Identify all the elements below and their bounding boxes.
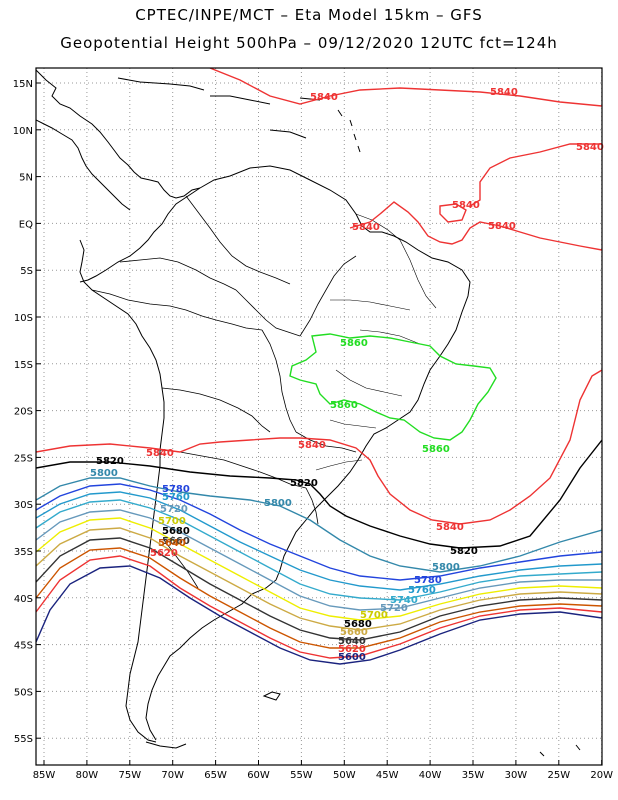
lon-tick-label: 20W [590, 770, 613, 781]
label-5620-ai: 5620 [338, 644, 366, 655]
lat-tick-label: 50S [14, 687, 33, 698]
lon-tick-label: 60W [247, 770, 270, 781]
label-5640-ag: 5640 [338, 636, 366, 647]
contour-5680 [36, 527, 602, 631]
label-5740-w: 5740 [390, 595, 418, 606]
contour-5700 [36, 517, 602, 621]
contours [36, 68, 602, 665]
contour-5840-loop [439, 203, 467, 223]
lon-tick-label: 80W [76, 770, 99, 781]
lat-tick-label: 30S [14, 500, 33, 511]
lat-tick-label: 10S [14, 313, 33, 324]
label-5860-l: 5860 [422, 444, 450, 455]
lon-tick-label: 70W [161, 770, 184, 781]
contour-5760 [36, 491, 602, 591]
contour-5840-ne [469, 143, 602, 207]
label-5720-y: 5720 [380, 603, 408, 614]
label-5800-p: 5800 [90, 468, 118, 479]
label-5820-n: 5820 [290, 478, 318, 489]
label-5780-s: 5780 [162, 484, 190, 495]
lat-tick-label: 25S [14, 453, 33, 464]
label-5840-f: 5840 [488, 221, 516, 232]
label-5840-e: 5840 [352, 222, 380, 233]
lat-tick-label: 35S [14, 547, 33, 558]
contour-5840-eq [349, 201, 602, 251]
lon-tick-label: 25W [547, 770, 570, 781]
lat-tick-label: EQ [19, 219, 33, 230]
contour-labels: 5840 5840 5840 5840 5840 5840 5840 5840 … [90, 87, 604, 663]
graticule [36, 68, 603, 765]
label-5640-af: 5640 [158, 538, 186, 549]
lat-tick-label: 5S [20, 266, 33, 277]
lon-tick-label: 45W [376, 770, 399, 781]
label-5660-ad: 5660 [162, 536, 190, 547]
label-5840-h: 5840 [298, 440, 326, 451]
lon-tick-label: 40W [419, 770, 442, 781]
label-5720-x: 5720 [160, 504, 188, 515]
latitude-axis: 15N 10N 5N EQ 5S 10S 15S 20S 25S 30S 35S 40S 45S 50S 5… [13, 79, 41, 745]
lat-tick-label: 5N [19, 173, 33, 184]
label-5840-a: 5840 [310, 92, 338, 103]
label-5820-m: 5820 [96, 456, 124, 467]
contour-5860 [289, 333, 497, 441]
label-5840-d: 5840 [452, 200, 480, 211]
label-5820-o: 5820 [450, 546, 478, 557]
label-5680-ab: 5680 [162, 526, 190, 537]
label-5760-u: 5760 [162, 492, 190, 503]
contour-5740 [36, 499, 602, 601]
lon-tick-label: 55W [290, 770, 313, 781]
label-5800-r: 5800 [432, 562, 460, 573]
figure-title-line1: CPTEC/INPE/MCT – Eta Model 15km – GFS [135, 6, 483, 24]
lat-tick-label: 15S [14, 360, 33, 371]
lat-tick-label: 20S [14, 407, 33, 418]
label-5660-ae: 5660 [340, 627, 368, 638]
label-5760-v: 5760 [408, 585, 436, 596]
lat-tick-label: 55S [14, 734, 33, 745]
label-5600-aj: 5600 [338, 652, 366, 663]
label-5860-k: 5860 [330, 400, 358, 411]
label-5840-c: 5840 [576, 142, 604, 153]
contour-5640 [36, 547, 602, 649]
contour-5820 [36, 439, 602, 549]
contour-5660 [36, 537, 602, 641]
label-5680-ac: 5680 [344, 619, 372, 630]
figure-title-line2: Geopotential Height 500hPa – 09/12/2020 … [60, 34, 558, 52]
contour-5800 [36, 477, 602, 573]
lat-tick-label: 40S [14, 594, 33, 605]
label-5780-t: 5780 [414, 575, 442, 586]
label-5700-aa: 5700 [360, 610, 388, 621]
lon-tick-label: 50W [333, 770, 356, 781]
contour-5840-north [209, 68, 602, 107]
lat-tick-label: 15N [13, 79, 33, 90]
contour-5600 [36, 565, 602, 665]
label-5860-j: 5860 [340, 338, 368, 349]
lon-tick-label: 75W [118, 770, 141, 781]
lat-tick-label: 45S [14, 641, 33, 652]
contour-5620 [36, 555, 602, 659]
label-5840-g: 5840 [146, 448, 174, 459]
lon-tick-label: 65W [204, 770, 227, 781]
longitude-axis: 85W 80W 75W 70W 65W 60W 55W 50W 45W 40W 35W 30W 25W 2… [33, 760, 613, 781]
label-5840-i: 5840 [436, 522, 464, 533]
lat-tick-label: 10N [13, 126, 33, 137]
lon-tick-label: 35W [462, 770, 485, 781]
contour-5720 [36, 509, 602, 611]
label-5800-q: 5800 [264, 498, 292, 509]
label-5840-b: 5840 [490, 87, 518, 98]
lon-tick-label: 85W [33, 770, 56, 781]
label-5700-z: 5700 [158, 516, 186, 527]
lon-tick-label: 30W [505, 770, 528, 781]
label-5620-ah: 5620 [150, 548, 178, 559]
contour-5780 [36, 483, 602, 581]
contour-5840-south [36, 369, 602, 525]
map-frame [35, 67, 603, 766]
